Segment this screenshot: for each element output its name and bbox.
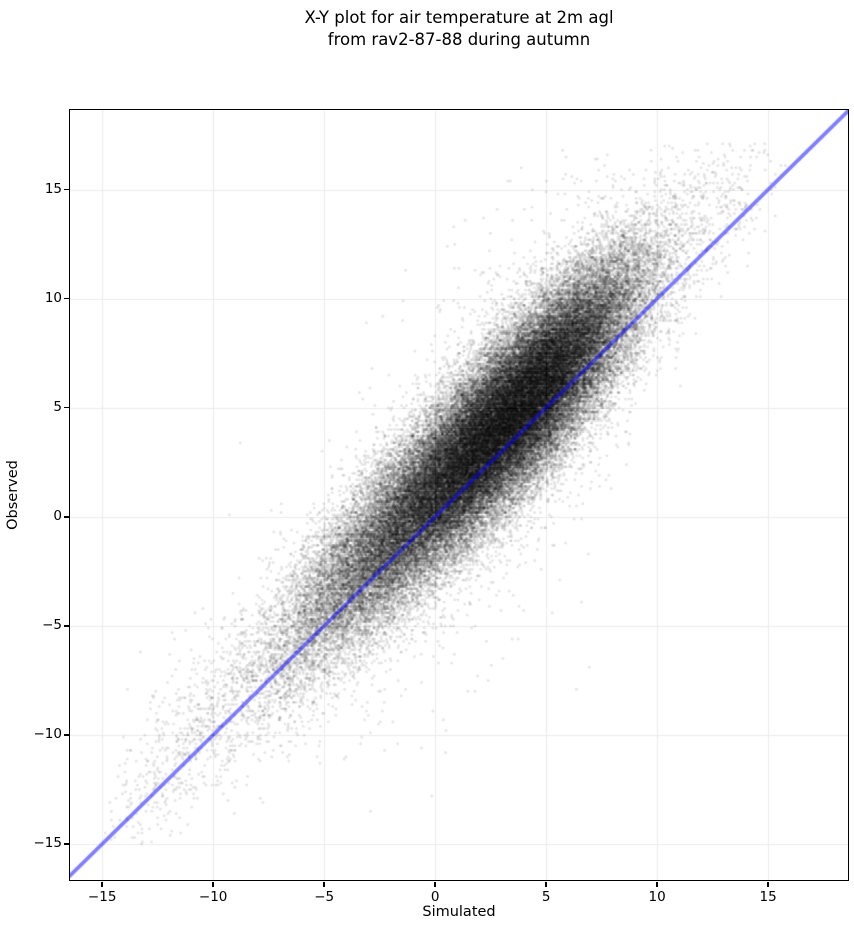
- x-tick-label: 0: [430, 889, 440, 905]
- x-tick-mark: [101, 881, 103, 887]
- y-tick-mark: [63, 843, 69, 845]
- y-tick-mark: [63, 188, 69, 191]
- x-tick-label: −15: [87, 889, 117, 905]
- y-tick-mark: [63, 516, 69, 518]
- x-tick-label: −10: [198, 889, 228, 905]
- x-tick-label: 10: [648, 889, 666, 905]
- plot-area: [68, 108, 849, 881]
- x-axis-label: Simulated: [422, 904, 496, 920]
- y-tick-label: 10: [44, 289, 62, 306]
- scatter-canvas: [69, 109, 848, 880]
- y-tick-mark: [63, 625, 69, 627]
- y-tick-mark: [63, 734, 69, 736]
- x-tick-label: 15: [759, 889, 777, 905]
- x-tick-label: −5: [314, 889, 335, 905]
- x-tick-label: 5: [541, 889, 551, 905]
- x-tick-mark: [545, 881, 547, 887]
- y-tick-label: −10: [33, 725, 63, 742]
- chart-title: X-Y plot for air temperature at 2m agl f…: [70, 7, 848, 51]
- x-tick-mark: [434, 881, 436, 887]
- x-tick-mark: [212, 881, 214, 887]
- x-tick-mark: [767, 881, 769, 887]
- y-axis-label: Observed: [5, 460, 21, 530]
- x-tick-mark: [656, 881, 658, 887]
- y-tick-mark: [63, 297, 69, 300]
- y-tick-mark: [63, 406, 69, 409]
- y-tick-label: 5: [53, 398, 62, 415]
- x-tick-mark: [323, 881, 325, 887]
- y-tick-label: 15: [44, 180, 62, 197]
- chart-title-line2: from rav2-87-88 during autumn: [327, 30, 591, 49]
- chart-title-line1: X-Y plot for air temperature at 2m agl: [304, 8, 614, 27]
- y-tick-label: 0: [53, 507, 62, 524]
- y-tick-label: −5: [42, 616, 62, 633]
- y-tick-label: −15: [33, 835, 63, 851]
